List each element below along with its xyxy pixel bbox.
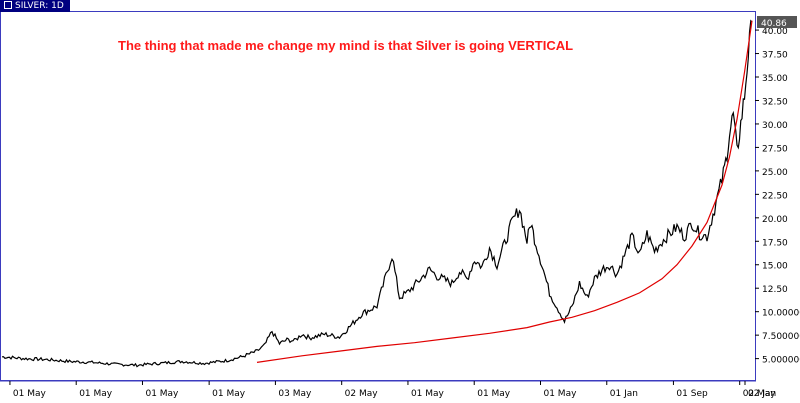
y-tick-label: 20.00 [762, 215, 788, 225]
y-tick-label: 17.50 [762, 238, 788, 248]
y-tick-label: 10.00000 [762, 309, 800, 319]
x-tick-label: 01 May [411, 389, 445, 399]
chart-annotation: The thing that made me change my mind is… [118, 38, 574, 53]
y-tick-label: 22.50 [762, 191, 788, 201]
trend-curve-line [256, 20, 753, 363]
y-tick-label: 35.00 [762, 74, 788, 84]
y-tick-label: 25.00 [762, 168, 788, 178]
x-tick-label: 01 Sep [676, 389, 708, 399]
x-tick-label: 01 May [145, 389, 179, 399]
x-tick-label: 01 May [543, 389, 577, 399]
y-tick-label: 40.00 [762, 27, 788, 37]
x-tick-label: 01 May [212, 389, 246, 399]
y-tick-label: 32.50 [762, 97, 788, 107]
chart-title-tab[interactable]: SILVER: 1D [0, 0, 70, 12]
y-tick-label: 30.00 [762, 121, 788, 131]
y-tick-label: 12.50 [762, 285, 788, 295]
x-tick-label: 02 Jan [748, 389, 776, 399]
x-tick-label: 03 May [278, 389, 312, 399]
x-tick-label: 01 May [477, 389, 511, 399]
y-tick-label: 15.00 [762, 262, 788, 272]
window-icon [4, 1, 12, 9]
chart-title: SILVER: 1D [15, 1, 64, 11]
x-tick-label: 01 May [79, 389, 113, 399]
x-tick-label: 01 Jan [610, 389, 638, 399]
x-tick-label: 02 May [345, 389, 379, 399]
last-price-label: 40.86 [761, 19, 787, 29]
y-tick-label: 7.500000 [762, 332, 800, 342]
last-price-badge [757, 16, 797, 29]
y-tick-label: 37.50 [762, 51, 788, 61]
y-tick-label: 27.50 [762, 144, 788, 154]
x-tick-label: 02 May [743, 389, 777, 399]
price-series-line [1, 19, 753, 368]
x-tick-label: 01 May [13, 389, 47, 399]
